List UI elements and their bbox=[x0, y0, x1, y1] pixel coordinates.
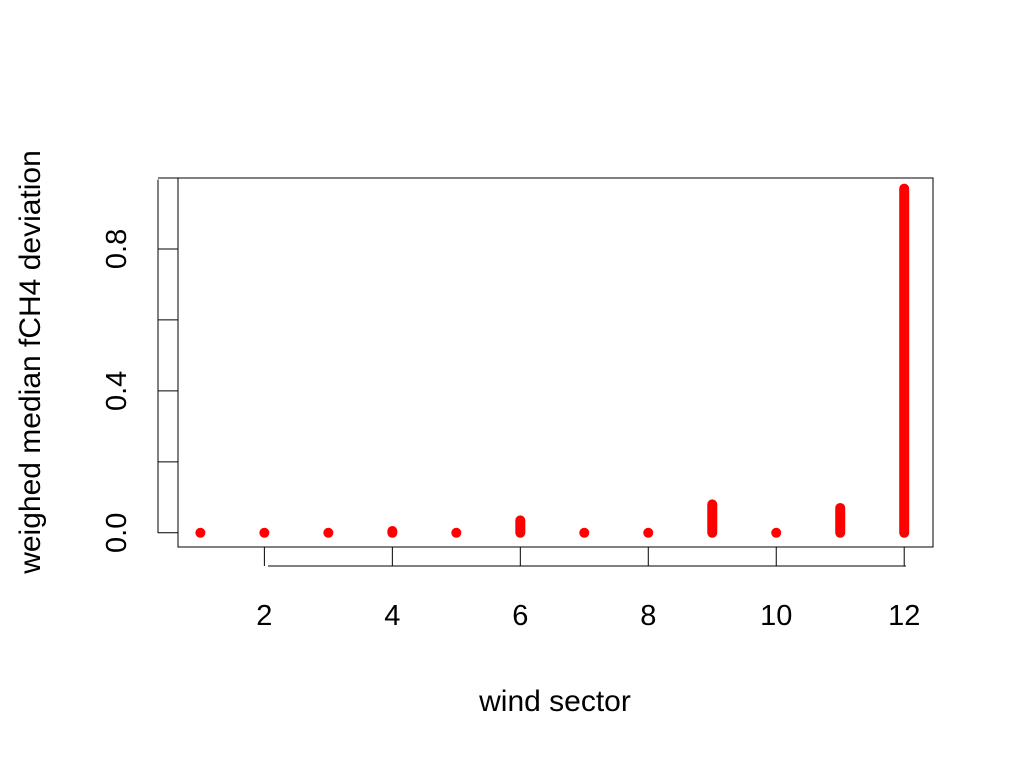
data-point bbox=[323, 527, 334, 538]
data-point bbox=[259, 527, 270, 538]
x-tick-label: 4 bbox=[384, 600, 400, 632]
x-tick-label: 6 bbox=[512, 600, 528, 632]
x-tick-label: 8 bbox=[640, 600, 656, 632]
y-tick-label: 0.8 bbox=[101, 229, 133, 269]
data-point bbox=[579, 527, 590, 538]
plot-frame bbox=[177, 177, 934, 548]
data-point bbox=[771, 527, 782, 538]
x-tick-label: 2 bbox=[256, 600, 272, 632]
x-axis-title: wind sector bbox=[478, 685, 631, 718]
y-axis-title: weighed median fCH4 deviation bbox=[14, 150, 47, 575]
data-point bbox=[451, 527, 462, 538]
x-axis: 2 4 6 8 10 12 bbox=[256, 547, 920, 632]
y-tick-label: 0.0 bbox=[101, 513, 133, 553]
x-tick-label: 12 bbox=[888, 600, 920, 632]
y-axis: 0.0 0.4 0.8 bbox=[101, 177, 178, 553]
data-point bbox=[643, 527, 654, 538]
data-point bbox=[195, 527, 206, 538]
y-tick-label: 0.4 bbox=[101, 371, 133, 411]
x-tick-label: 10 bbox=[760, 600, 792, 632]
data-points bbox=[195, 183, 910, 538]
